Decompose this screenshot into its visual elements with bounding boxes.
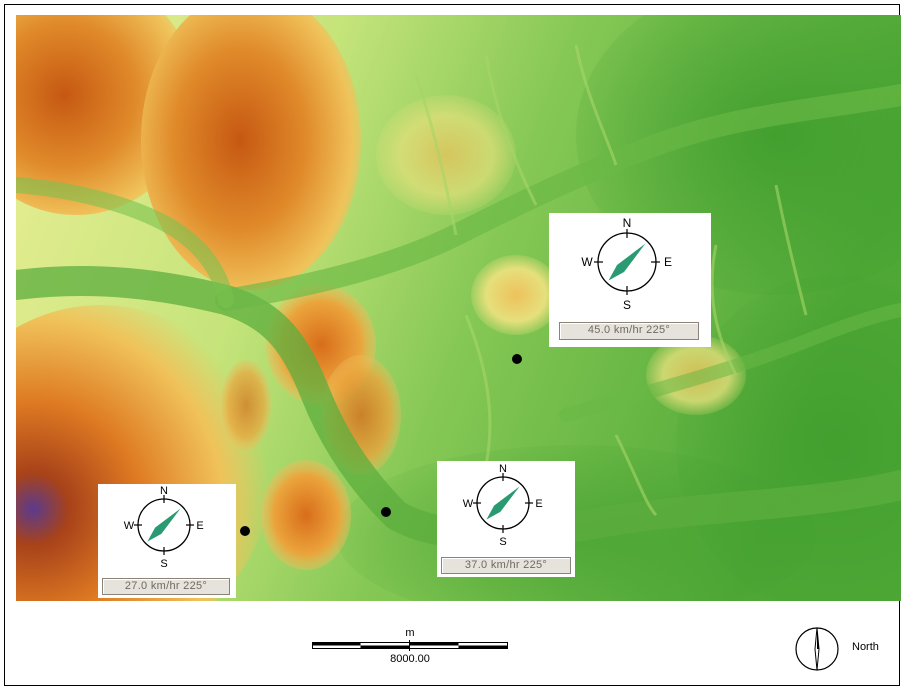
label-e: E [535,498,542,510]
weather-station-marker[interactable] [512,354,522,364]
label-s: S [160,558,167,570]
wind-panel-center[interactable]: N S W E 37.0 km/hr 225° [437,461,575,577]
wind-panel-north-east[interactable]: N S W E 45.0 km/hr 225° [549,213,711,347]
wind-rose-icon: N S W E [124,485,204,570]
wind-rose-icon: N S W E [463,463,543,548]
wind-panel-west[interactable]: N S W E 27.0 km/hr 225° [98,484,236,598]
north-arrow-icon [795,627,839,671]
scale-bar: m 8000.00 [312,627,508,667]
scale-bar-graphic [312,640,508,651]
label-e: E [664,255,672,269]
north-label: North [852,641,879,653]
wind-direction-arrow [486,486,520,520]
label-n: N [499,463,507,475]
wind-direction-arrow [147,508,181,542]
north-arrow: North [788,624,888,672]
label-e: E [196,520,203,532]
wind-arrow-shape [486,486,520,520]
label-w: W [581,255,593,269]
label-s: S [499,536,506,548]
label-w: W [463,498,474,510]
wind-speed-readout: 45.0 km/hr 225° [559,322,699,340]
scale-unit: m [405,627,415,639]
weather-station-marker[interactable] [381,507,391,517]
label-n: N [160,485,168,497]
weather-station-marker[interactable] [240,526,250,536]
wind-arrow-shape [147,508,181,542]
wind-speed-readout: 27.0 km/hr 225° [102,578,230,595]
label-s: S [623,298,631,312]
label-w: W [124,520,135,532]
wind-rose-icon: N S W E [581,216,672,312]
scale-value: 8000.00 [390,653,430,665]
label-n: N [623,216,632,230]
wind-direction-arrow [608,243,646,281]
wind-speed-readout: 37.0 km/hr 225° [441,557,571,574]
wind-arrow-shape [608,243,646,281]
